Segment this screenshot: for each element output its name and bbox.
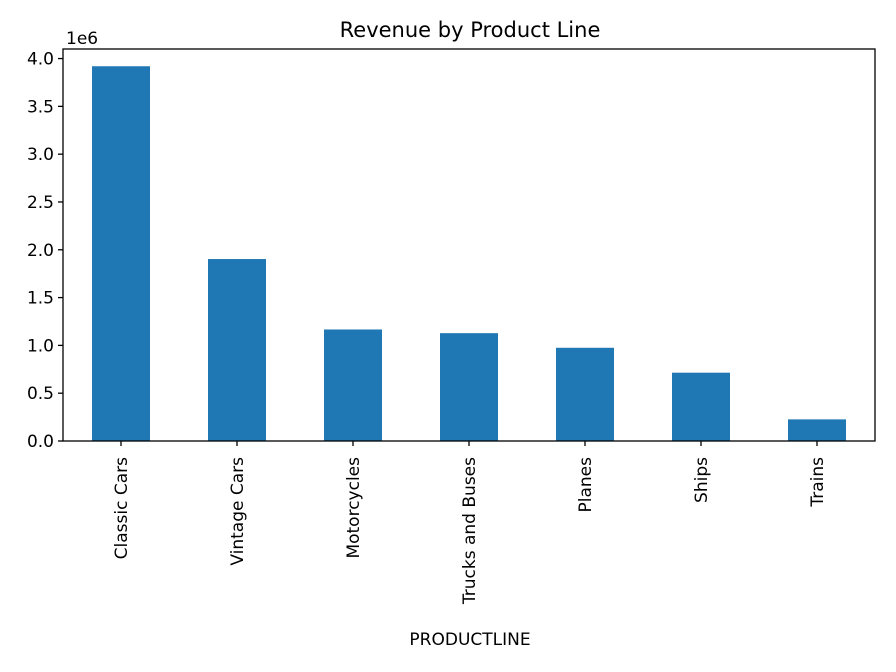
bar-trains bbox=[788, 419, 846, 441]
y-tick-label: 4.0 bbox=[27, 50, 54, 70]
y-tick-label: 3.0 bbox=[27, 145, 54, 165]
x-tick-label: Classic Cars bbox=[112, 457, 132, 559]
y-tick-label: 2.0 bbox=[27, 241, 54, 261]
plot-frame bbox=[62, 48, 876, 442]
x-tick-label: Trains bbox=[808, 457, 828, 508]
bar-ships bbox=[672, 372, 730, 441]
x-tick-label: Planes bbox=[576, 457, 596, 513]
y-tick-label: 3.5 bbox=[27, 97, 54, 117]
x-axis-label: PRODUCTLINE bbox=[409, 630, 530, 650]
x-tick-label: Motorcycles bbox=[344, 457, 364, 559]
x-axis: Classic Cars Vintage Cars Motorcycles Truck… bbox=[112, 441, 828, 605]
y-axis: 0.0 0.5 1.0 1.5 2.0 2.5 3.0 3.5 4.0 bbox=[27, 50, 63, 452]
bar-motorcycles bbox=[324, 329, 382, 441]
y-tick-label: 0.0 bbox=[27, 432, 54, 452]
bar-classic-cars bbox=[92, 66, 150, 441]
x-tick-label: Vintage Cars bbox=[228, 457, 248, 566]
y-axis-offset-label: 1e6 bbox=[66, 29, 98, 49]
y-tick-label: 0.5 bbox=[27, 384, 54, 404]
y-tick-label: 1.0 bbox=[27, 336, 54, 356]
chart-title: Revenue by Product Line bbox=[340, 18, 601, 42]
y-tick-label: 1.5 bbox=[27, 289, 54, 309]
bar-planes bbox=[556, 347, 614, 441]
bar-vintage-cars bbox=[208, 259, 266, 441]
bars-layer bbox=[92, 66, 846, 441]
y-tick-label: 2.5 bbox=[27, 193, 54, 213]
x-tick-label: Ships bbox=[692, 457, 712, 503]
x-tick-label: Trucks and Buses bbox=[460, 457, 480, 605]
bar-trucks-and-buses bbox=[440, 333, 498, 441]
